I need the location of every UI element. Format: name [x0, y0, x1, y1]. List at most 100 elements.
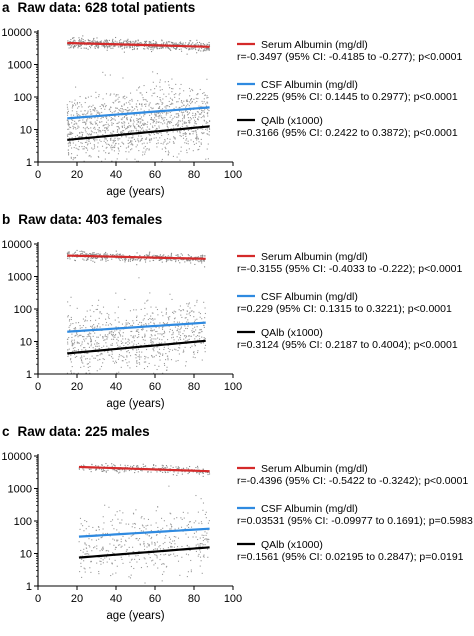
data-point	[185, 42, 187, 44]
data-point	[106, 253, 108, 255]
data-point	[143, 48, 145, 50]
data-point	[162, 98, 164, 100]
data-point	[74, 136, 77, 138]
data-point	[129, 99, 131, 102]
data-point	[207, 44, 209, 46]
data-point	[145, 525, 147, 527]
data-point	[96, 336, 98, 338]
data-point	[173, 43, 175, 46]
data-point	[71, 343, 73, 345]
data-point	[143, 113, 145, 115]
data-point	[105, 46, 107, 48]
data-point	[92, 260, 94, 262]
data-point	[117, 147, 119, 149]
data-point	[171, 91, 173, 93]
data-point	[187, 468, 189, 470]
data-point	[163, 254, 165, 256]
data-point	[113, 118, 115, 120]
data-point	[177, 467, 179, 469]
data-point	[115, 360, 117, 362]
data-point	[172, 41, 174, 44]
data-point	[163, 520, 165, 522]
data-point	[183, 114, 185, 116]
data-point	[142, 525, 144, 527]
data-point	[133, 513, 135, 515]
data-point	[70, 131, 72, 134]
data-point	[101, 536, 103, 539]
data-point	[136, 106, 138, 108]
data-point	[78, 342, 80, 344]
data-point	[114, 144, 116, 146]
data-point	[81, 37, 83, 39]
data-point	[81, 106, 83, 108]
data-point	[90, 123, 92, 125]
data-point	[98, 526, 100, 528]
data-point	[192, 90, 194, 92]
data-point	[81, 576, 83, 578]
data-point	[175, 254, 177, 256]
data-point	[96, 112, 98, 114]
data-point	[183, 116, 185, 118]
data-point	[128, 546, 130, 548]
data-point	[186, 152, 188, 154]
data-point	[164, 81, 166, 83]
data-point	[185, 327, 187, 330]
scatter-points	[78, 462, 211, 584]
data-point	[82, 39, 84, 41]
data-point	[198, 41, 201, 43]
data-point	[81, 250, 83, 252]
data-point	[146, 534, 148, 536]
data-point	[118, 42, 121, 44]
data-point	[85, 135, 88, 137]
data-point	[164, 537, 166, 539]
data-point	[82, 464, 85, 466]
data-point	[136, 123, 138, 125]
data-point	[125, 466, 127, 468]
data-point	[151, 543, 153, 545]
data-point	[181, 120, 183, 122]
data-point	[187, 523, 189, 526]
data-point	[194, 119, 196, 121]
data-point	[99, 121, 101, 123]
data-point	[145, 149, 147, 151]
data-point	[96, 370, 98, 372]
data-point	[72, 128, 74, 130]
data-point	[67, 40, 69, 42]
data-point	[201, 359, 203, 361]
data-point	[94, 107, 97, 109]
data-point	[116, 122, 118, 125]
data-point	[106, 549, 108, 552]
data-point	[67, 149, 69, 151]
data-point	[102, 306, 105, 308]
data-point	[182, 43, 184, 45]
data-point	[183, 117, 185, 119]
data-point	[170, 553, 172, 555]
data-point	[197, 119, 199, 121]
data-point	[197, 543, 199, 545]
data-point	[138, 87, 140, 89]
data-point	[72, 253, 74, 255]
data-point	[129, 118, 131, 120]
data-point	[121, 48, 123, 50]
data-point	[90, 339, 92, 341]
data-point	[83, 355, 85, 357]
data-point	[112, 47, 114, 49]
data-point	[120, 132, 122, 134]
data-point	[168, 106, 171, 108]
data-point	[78, 39, 81, 41]
data-point	[151, 113, 153, 115]
data-point	[90, 259, 92, 261]
data-point	[67, 112, 69, 114]
data-point	[151, 312, 153, 314]
data-point	[199, 338, 201, 340]
data-point	[122, 117, 124, 119]
data-point	[178, 346, 180, 349]
data-point	[123, 469, 126, 471]
data-point	[175, 360, 177, 362]
data-point	[166, 43, 168, 45]
data-point	[146, 129, 148, 131]
data-point	[186, 327, 188, 330]
data-point	[205, 128, 207, 130]
data-point	[174, 47, 176, 49]
